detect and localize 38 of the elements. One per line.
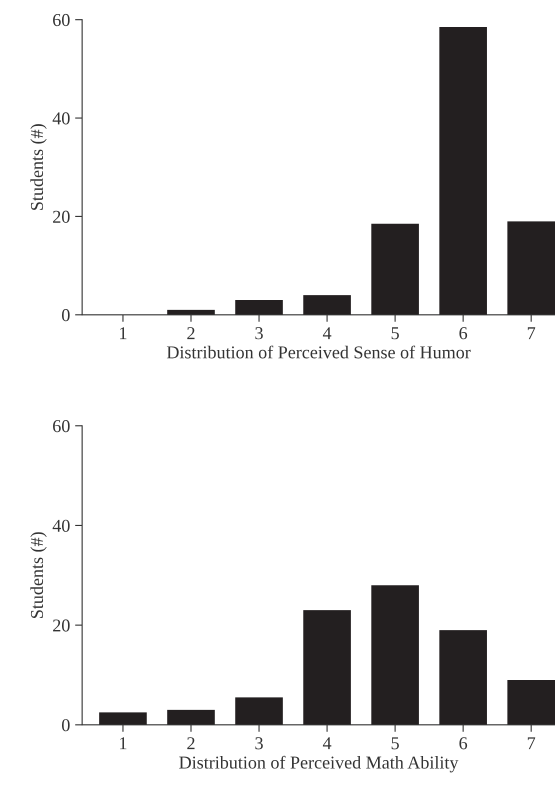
bar xyxy=(303,610,351,725)
x-axis-title: Distribution of Perceived Math Ability xyxy=(179,756,458,772)
y-tick-label: 40 xyxy=(52,520,70,532)
x-axis-title: Distribution of Perceived Sense of Humor xyxy=(166,346,471,358)
y-tick-label: 20 xyxy=(53,210,70,223)
x-tick-label: 1 xyxy=(120,737,126,750)
x-tick-label: 6 xyxy=(459,327,468,340)
bar xyxy=(99,712,147,725)
x-tick-label: 2 xyxy=(187,327,195,340)
bar xyxy=(507,221,555,315)
y-tick-label: 0 xyxy=(62,719,70,732)
bar xyxy=(371,585,419,725)
y-tick-label: 40 xyxy=(52,112,70,124)
bar xyxy=(235,697,283,725)
x-tick-label: 3 xyxy=(255,737,263,750)
bar xyxy=(235,300,283,315)
x-tick-label: 4 xyxy=(322,327,332,340)
x-tick-label: 5 xyxy=(392,737,399,750)
y-tick-label: 60 xyxy=(53,14,70,26)
y-tick-label: 20 xyxy=(53,619,70,632)
y-tick-label: 0 xyxy=(62,309,70,322)
y-tick-label: 60 xyxy=(53,420,70,432)
x-tick-label: 2 xyxy=(187,737,195,750)
bar xyxy=(439,27,487,315)
bar xyxy=(303,295,351,315)
bar xyxy=(439,630,487,725)
x-tick-label: 4 xyxy=(322,737,332,750)
x-tick-label: 7 xyxy=(528,737,536,750)
bar xyxy=(167,710,215,725)
x-tick-label: 3 xyxy=(255,327,263,340)
x-tick-label: 1 xyxy=(120,327,126,340)
bar xyxy=(371,224,419,315)
x-tick-label: 5 xyxy=(392,327,399,340)
bar xyxy=(507,680,555,725)
x-tick-label: 7 xyxy=(528,327,536,340)
y-axis-title: Students (#) xyxy=(30,532,47,618)
x-tick-label: 6 xyxy=(459,737,468,750)
y-axis-title: Students (#) xyxy=(30,124,47,210)
